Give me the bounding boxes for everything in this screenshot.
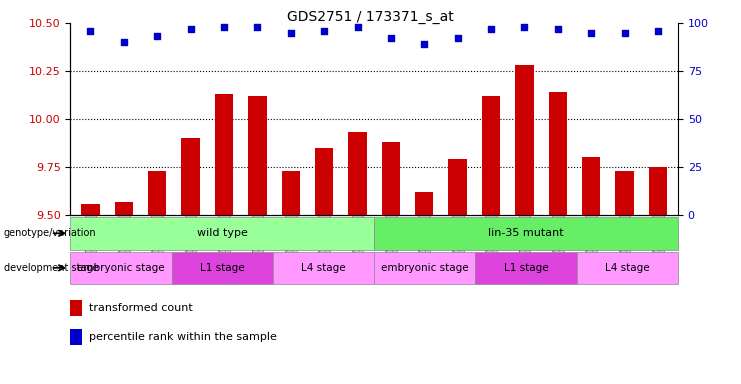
Bar — [315, 148, 333, 215]
Bar — [448, 159, 467, 215]
Bar — [382, 142, 400, 215]
Bar — [515, 65, 534, 215]
Point — [519, 24, 531, 30]
Bar — [70, 252, 172, 284]
Point — [652, 28, 664, 34]
Bar — [482, 96, 500, 215]
Text: GDS2751 / 173371_s_at: GDS2751 / 173371_s_at — [287, 10, 454, 23]
Bar — [576, 252, 678, 284]
Point — [151, 33, 163, 40]
Bar — [148, 171, 167, 215]
Text: lin-35 mutant: lin-35 mutant — [488, 228, 564, 238]
Point — [452, 35, 464, 41]
Bar — [616, 171, 634, 215]
Text: embryonic stage: embryonic stage — [77, 263, 165, 273]
Point — [218, 24, 230, 30]
Bar — [82, 204, 99, 215]
Bar — [476, 252, 576, 284]
Text: genotype/variation: genotype/variation — [4, 228, 96, 238]
Text: L4 stage: L4 stage — [302, 263, 346, 273]
Bar — [172, 252, 273, 284]
Bar — [182, 138, 200, 215]
Text: L4 stage: L4 stage — [605, 263, 650, 273]
Point — [318, 28, 330, 34]
Text: wild type: wild type — [197, 228, 247, 238]
Bar — [70, 217, 374, 250]
Bar — [348, 132, 367, 215]
Point — [385, 35, 397, 41]
Point — [285, 30, 296, 36]
Point — [419, 41, 431, 47]
Bar — [548, 92, 567, 215]
Point — [485, 26, 497, 32]
Bar — [70, 300, 82, 316]
Bar — [374, 217, 678, 250]
Point — [251, 24, 263, 30]
Point — [118, 39, 130, 45]
Bar — [215, 94, 233, 215]
Bar — [282, 171, 300, 215]
Text: L1 stage: L1 stage — [200, 263, 245, 273]
Text: development stage: development stage — [4, 263, 99, 273]
Point — [619, 30, 631, 36]
Bar — [374, 252, 476, 284]
Text: percentile rank within the sample: percentile rank within the sample — [89, 332, 277, 342]
Text: L1 stage: L1 stage — [504, 263, 548, 273]
Bar — [649, 167, 667, 215]
Bar — [273, 252, 374, 284]
Bar — [582, 157, 600, 215]
Point — [585, 30, 597, 36]
Bar — [70, 329, 82, 345]
Point — [185, 26, 196, 32]
Text: embryonic stage: embryonic stage — [381, 263, 468, 273]
Text: transformed count: transformed count — [89, 303, 193, 313]
Point — [552, 26, 564, 32]
Bar — [248, 96, 267, 215]
Bar — [415, 192, 433, 215]
Point — [351, 24, 363, 30]
Bar — [115, 202, 133, 215]
Point — [84, 28, 96, 34]
